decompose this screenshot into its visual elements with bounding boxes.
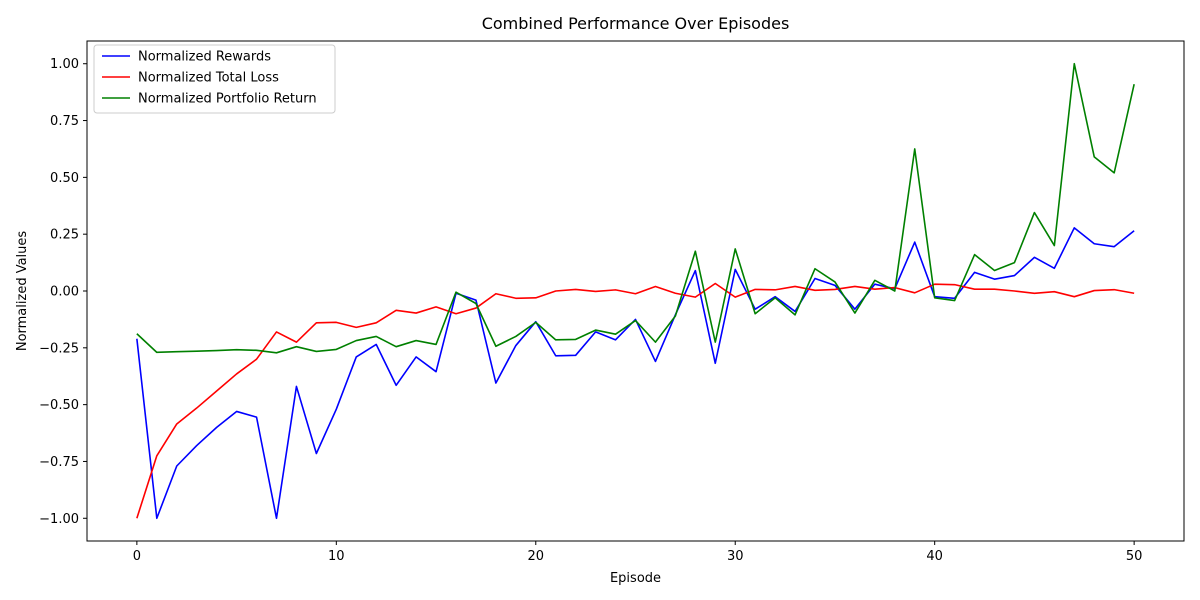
legend-label-0: Normalized Rewards [138, 50, 271, 65]
x-tick-label: 50 [1126, 549, 1143, 564]
series-line-0 [136, 227, 1135, 520]
x-tick-label: 20 [527, 549, 544, 564]
y-tick-label: 1.00 [50, 57, 79, 72]
chart-title: Combined Performance Over Episodes [482, 14, 790, 33]
x-tick-label: 40 [926, 549, 943, 564]
y-tick-label: −0.25 [39, 341, 79, 356]
axes-frame [86, 40, 1185, 542]
y-tick-label: 0.25 [50, 228, 79, 243]
y-tick-label: −0.50 [39, 398, 79, 413]
x-tick-label: 10 [328, 549, 345, 564]
x-tick-label: 30 [727, 549, 744, 564]
y-tick-label: 0.00 [50, 285, 79, 300]
y-tick-label: −1.00 [39, 512, 79, 527]
y-tick-label: 0.50 [50, 171, 79, 186]
ticks-layer: 0 10 20 30 40 50 −1.00 −0.75 −0.50 −0.25 0.00 0.25 0… [39, 57, 1142, 564]
x-axis-label: Episode [610, 571, 661, 586]
y-axis-label: Normalized Values [15, 231, 30, 352]
legend: Normalized Rewards Normalized Total Loss N… [93, 44, 336, 114]
series-layer [136, 62, 1135, 520]
legend-label-2: Normalized Portfolio Return [138, 92, 317, 107]
legend-box [93, 44, 336, 114]
legend-label-1: Normalized Total Loss [138, 71, 279, 86]
y-tick-label: −0.75 [39, 455, 79, 470]
x-tick-label: 0 [133, 549, 141, 564]
series-line-1 [136, 282, 1135, 519]
series-line-2 [136, 62, 1135, 354]
y-tick-label: 0.75 [50, 114, 79, 129]
